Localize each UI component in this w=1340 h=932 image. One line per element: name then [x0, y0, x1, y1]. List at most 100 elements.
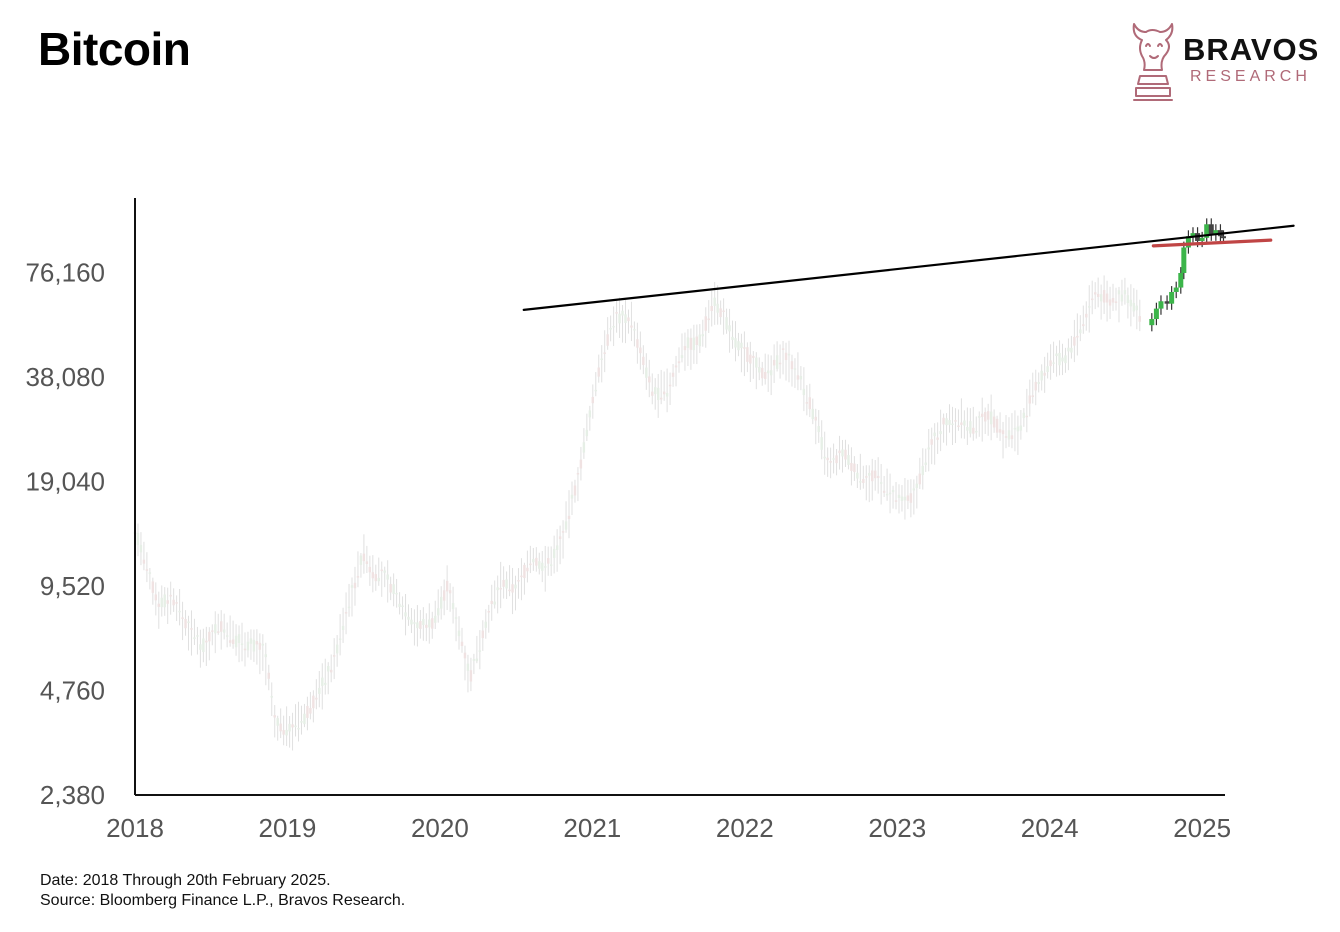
candle-body [472, 659, 476, 661]
x-tick-label: 2020 [411, 813, 469, 843]
candle-body [431, 618, 434, 629]
candle-body [1117, 290, 1121, 295]
candle-body [1034, 381, 1037, 391]
candle-body [624, 314, 627, 323]
candle-body [960, 422, 963, 425]
candle-body [874, 470, 877, 479]
candle-body [1043, 372, 1046, 376]
candle-body [240, 643, 244, 646]
candle-body [172, 599, 175, 606]
candle-body [1135, 305, 1139, 311]
candle-body [208, 631, 211, 642]
candle-body [1079, 329, 1082, 334]
candle-body [731, 336, 734, 340]
candle-body [1028, 395, 1031, 404]
candle-body [205, 640, 208, 643]
recent-candle-body [1153, 308, 1159, 320]
candle-body [255, 641, 259, 645]
candle-body [555, 545, 559, 550]
candle-body [882, 490, 886, 493]
candle-body [425, 624, 428, 628]
candle-body [945, 418, 948, 426]
candle-body [484, 621, 487, 628]
candle-body [434, 615, 437, 623]
candle-body [698, 334, 702, 347]
candle-body [826, 457, 829, 461]
footer-notes: Date: 2018 Through 20th February 2025. S… [40, 871, 405, 911]
candle-body [778, 362, 782, 365]
candle-body [493, 601, 496, 605]
candle-body [374, 574, 377, 582]
candle-body [199, 644, 202, 650]
candle-body [921, 465, 924, 476]
candle-body [276, 718, 279, 726]
y-tick-label: 19,040 [25, 467, 105, 497]
candle-body [169, 594, 172, 597]
candle-body [1073, 336, 1076, 346]
recent-candle-body [1181, 247, 1187, 273]
candle-body [359, 555, 363, 565]
candle-body [719, 308, 722, 318]
candle-body [662, 391, 666, 395]
candle-body [930, 439, 933, 445]
candle-body [178, 610, 181, 613]
candle-body [380, 569, 383, 572]
candle-body [936, 437, 939, 440]
candle-body [695, 336, 699, 345]
candle-body [517, 580, 520, 582]
candle-body [499, 587, 502, 590]
candle-body [597, 367, 600, 377]
candle-body [627, 317, 630, 322]
candle-body [701, 334, 704, 337]
candle-body [642, 356, 645, 366]
candle-body [136, 532, 140, 546]
candle-body [850, 462, 853, 471]
candle-body [347, 606, 351, 609]
candle-body [535, 557, 538, 566]
bull-knight-icon [1132, 23, 1174, 101]
candle-body [538, 561, 541, 569]
candle-body [222, 629, 226, 633]
candle-body [1102, 290, 1106, 303]
candle-body [868, 473, 871, 476]
brand-name: BRAVOS [1183, 32, 1320, 67]
candle-body [772, 359, 776, 366]
candle-body [1067, 347, 1070, 352]
x-tick-label: 2025 [1173, 813, 1231, 843]
candle-body [948, 420, 951, 425]
candle-body [300, 721, 303, 723]
y-tick-label: 76,160 [25, 258, 105, 288]
candle-body [261, 643, 265, 646]
candle-body [214, 624, 217, 634]
candle-body [264, 654, 267, 658]
candle-body [395, 592, 398, 595]
candle-body [659, 397, 663, 400]
candle-body [847, 455, 850, 465]
candle-body [1129, 299, 1133, 307]
candle-body [481, 630, 485, 639]
candle-body [526, 567, 529, 572]
candle-body [933, 432, 936, 437]
candle-body [829, 460, 832, 463]
candle-body [585, 429, 589, 437]
candle-body [252, 639, 256, 652]
candle-body [832, 458, 835, 460]
candle-body [291, 724, 294, 728]
candle-body [636, 339, 639, 348]
candle-body [582, 442, 586, 453]
candle-body [1055, 353, 1058, 357]
candle-body [992, 416, 996, 428]
candle-body [654, 387, 657, 395]
candle-body [457, 630, 461, 637]
candle-body [428, 619, 431, 628]
candle-body [986, 411, 990, 420]
candle-body [897, 494, 901, 498]
candle-body [478, 650, 482, 652]
candle-body [1108, 299, 1112, 306]
candle-body [558, 536, 562, 540]
x-tick-label: 2021 [563, 813, 621, 843]
candle-body [401, 605, 404, 608]
candle-body [998, 429, 1002, 433]
candle-body [389, 584, 392, 593]
candle-body [243, 648, 247, 651]
